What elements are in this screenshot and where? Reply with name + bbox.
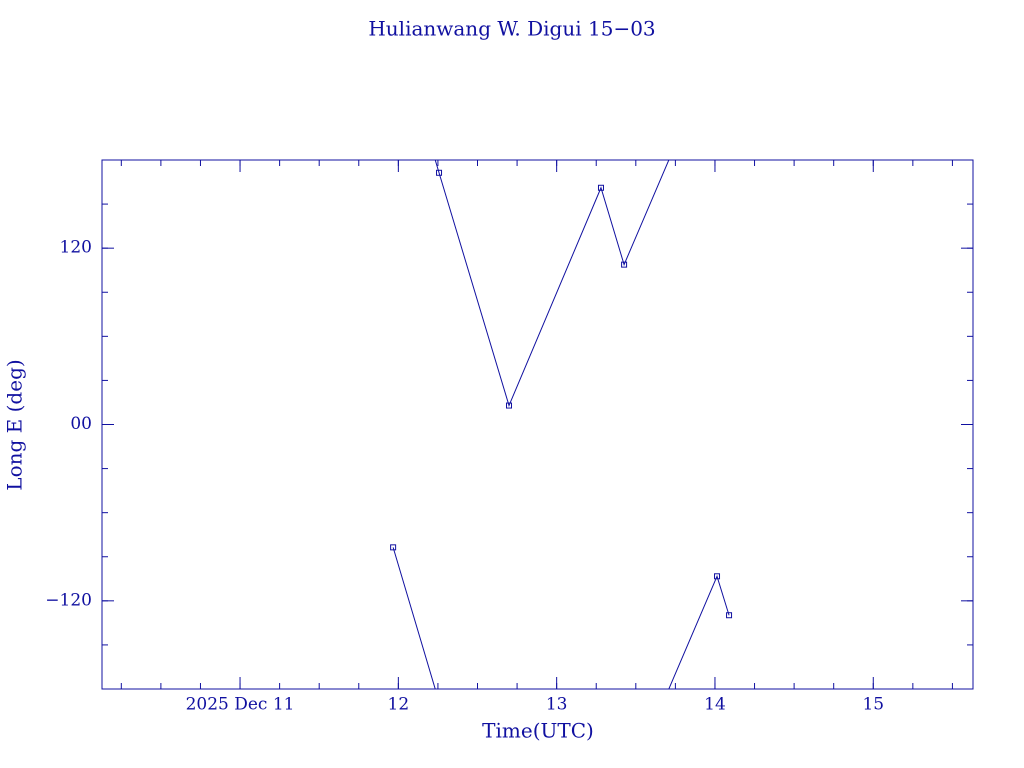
x-tick-label: 13 <box>546 695 568 715</box>
x-tick-label: 2025 Dec 11 <box>186 695 295 715</box>
x-tick-label: 12 <box>388 695 410 715</box>
data-point <box>597 184 604 191</box>
data-point <box>726 612 733 619</box>
data-point <box>714 573 721 580</box>
y-tick-label: 120 <box>60 238 92 258</box>
x-tick-label: 14 <box>704 695 726 715</box>
y-tick-label: 00 <box>70 414 92 434</box>
x-axis-label: Time(UTC) <box>482 719 594 743</box>
data-line <box>392 160 730 689</box>
data-point <box>390 544 397 551</box>
plot-frame <box>101 159 974 690</box>
data-point <box>506 402 513 409</box>
data-point <box>436 169 443 176</box>
x-tick-label: 15 <box>862 695 884 715</box>
data-point <box>621 261 628 268</box>
chart-title: Hulianwang W. Digui 15−03 <box>368 17 655 41</box>
y-tick-label: −120 <box>45 590 92 610</box>
y-axis-label: Long E (deg) <box>3 359 27 490</box>
